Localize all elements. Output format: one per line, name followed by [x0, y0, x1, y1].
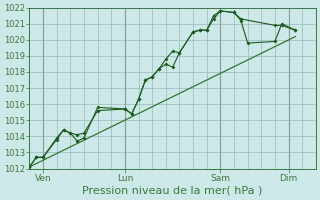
X-axis label: Pression niveau de la mer( hPa ): Pression niveau de la mer( hPa ) [83, 186, 263, 196]
